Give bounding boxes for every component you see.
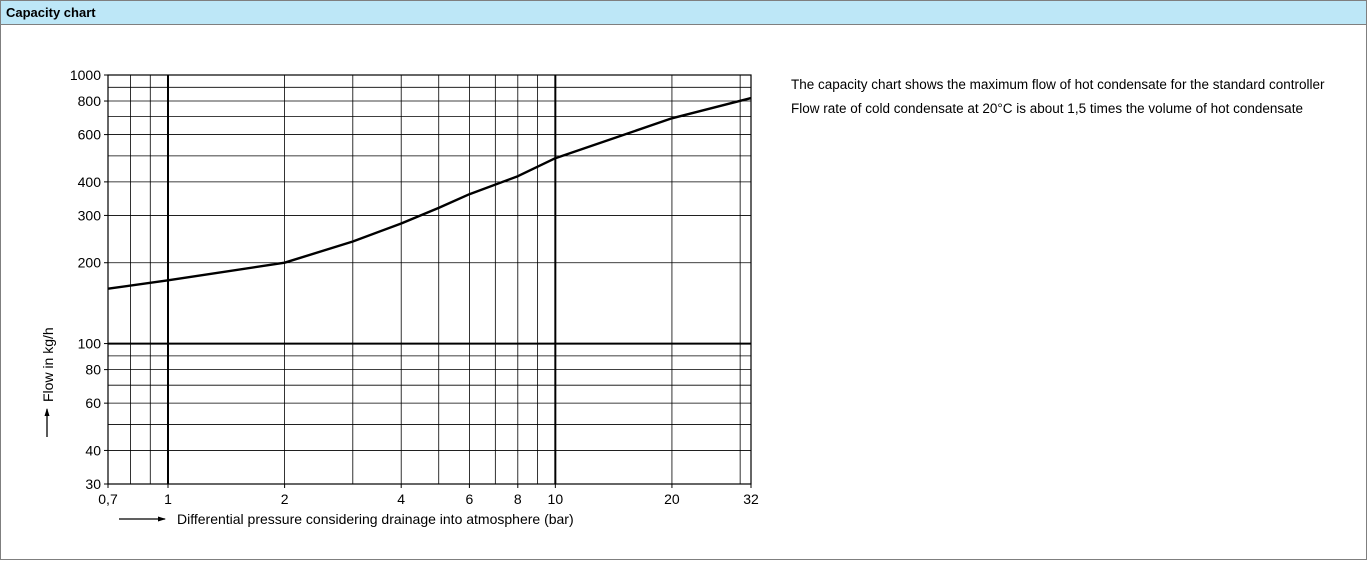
description: The capacity chart shows the maximum flo…: [791, 76, 1351, 124]
panel-title: Capacity chart: [6, 5, 96, 20]
description-paragraph: The capacity chart shows the maximum flo…: [791, 77, 1325, 92]
x-tick-label: 2: [281, 491, 289, 507]
x-tick-label: 1: [164, 491, 172, 507]
chart-svg: 30 40 60 80 100 200 300 400 600 800 1000 0,7 1 2 4 6 8 1…: [40, 67, 759, 527]
y-axis-title: Flow in kg/h: [40, 327, 56, 402]
x-tick-label: 8: [514, 491, 522, 507]
y-tick-labels: 30 40 60 80 100 200 300 400 600 800 1000: [70, 67, 101, 492]
x-axis-title: Differential pressure considering draina…: [177, 511, 574, 527]
y-tick-label: 600: [78, 127, 102, 143]
y-tick-label: 60: [85, 395, 101, 411]
panel-header: Capacity chart: [1, 1, 1366, 25]
plot-border: [107, 74, 752, 485]
grid: [108, 75, 751, 484]
y-tick-label: 200: [78, 255, 102, 271]
y-tick-label: 400: [78, 174, 102, 190]
x-tick-labels: 0,7 1 2 4 6 8 10 20 32: [98, 491, 759, 507]
description-paragraph: Flow rate of cold condensate at 20°C is …: [791, 101, 1303, 116]
x-tick-label: 10: [548, 491, 564, 507]
series-layer: [107, 96, 752, 290]
y-tick-label: 30: [85, 476, 101, 492]
y-tick-label: 40: [85, 442, 101, 458]
y-tick-label: 300: [78, 207, 102, 223]
x-tick-label: 4: [397, 491, 405, 507]
y-tick-label: 800: [78, 93, 102, 109]
x-tick-label: 32: [743, 491, 759, 507]
y-tick-label: 100: [78, 336, 102, 352]
x-tick-label: 0,7: [98, 491, 118, 507]
plot-frame: [104, 74, 752, 488]
capacity-chart: 30 40 60 80 100 200 300 400 600 800 1000 0,7 1 2 4 6 8 1…: [1, 25, 781, 561]
capacity-curve: [107, 96, 752, 290]
y-tick-label: 80: [85, 362, 101, 378]
y-tick-label: 1000: [70, 67, 101, 83]
x-tick-label: 20: [664, 491, 680, 507]
x-tick-label: 6: [466, 491, 474, 507]
y-axis-title-group: Flow in kg/h: [40, 327, 56, 437]
x-axis-title-group: Differential pressure considering draina…: [119, 511, 574, 527]
